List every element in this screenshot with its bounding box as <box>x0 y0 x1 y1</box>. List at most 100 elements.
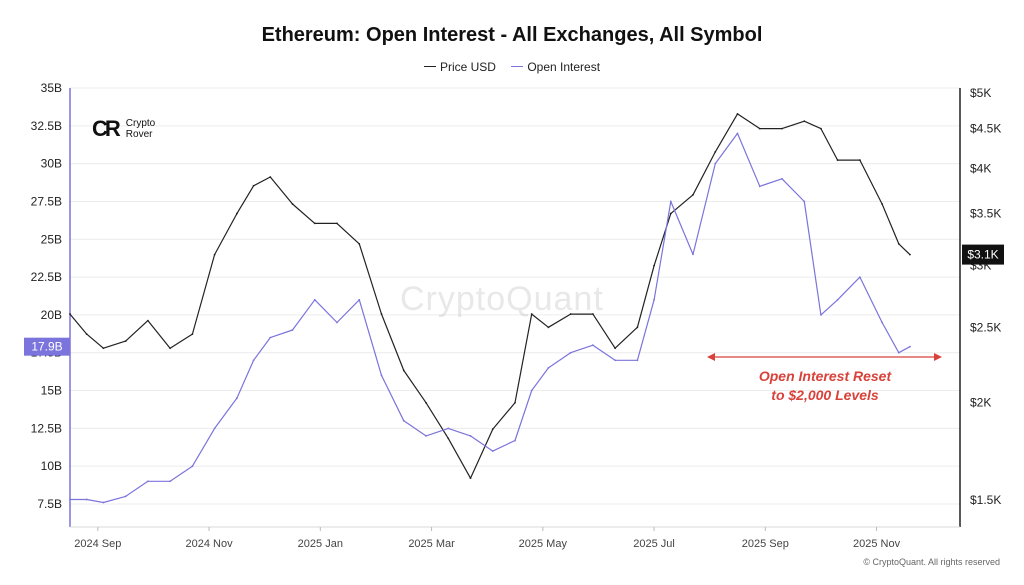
data-point-open-interest <box>669 200 672 203</box>
data-point-open-interest <box>124 495 127 498</box>
right-tick-label: $3.5K <box>970 207 1001 221</box>
data-point-price <box>124 340 127 343</box>
data-point-price <box>313 222 316 225</box>
data-point-price <box>636 326 639 329</box>
data-point-open-interest <box>758 185 761 188</box>
legend: Price USD Open Interest <box>0 56 1024 74</box>
data-point-price <box>146 319 149 322</box>
data-point-price <box>252 184 255 187</box>
data-point-open-interest <box>569 351 572 354</box>
data-point-price <box>380 313 383 315</box>
data-point-price <box>569 313 572 315</box>
legend-swatch-price <box>423 66 436 67</box>
data-point-price <box>530 313 533 315</box>
data-point-open-interest <box>425 435 427 437</box>
data-point-price <box>191 333 194 336</box>
data-point-open-interest <box>191 465 194 468</box>
data-point-open-interest <box>692 253 694 256</box>
data-point-price <box>803 120 806 123</box>
data-point-open-interest <box>803 200 806 203</box>
annotation-arrow-head-right <box>934 353 942 361</box>
data-point-open-interest <box>85 498 88 501</box>
data-point-open-interest <box>313 298 316 301</box>
data-point-price <box>897 242 900 245</box>
data-point-price <box>547 326 550 329</box>
data-point-price <box>653 264 655 267</box>
x-tick-label: 2025 Mar <box>408 538 455 550</box>
data-point-price <box>447 437 450 440</box>
data-point-open-interest <box>881 321 884 324</box>
data-point-open-interest <box>69 498 71 501</box>
data-point-price <box>235 212 238 215</box>
right-current-label: $3.1K <box>967 248 998 262</box>
data-point-open-interest <box>469 435 472 437</box>
data-point-price <box>909 253 911 256</box>
data-point-open-interest <box>781 177 783 180</box>
data-point-price <box>358 242 361 245</box>
chart-title: Ethereum: Open Interest - All Exchanges,… <box>261 24 763 46</box>
right-tick-label: $4K <box>970 161 991 175</box>
left-tick-label: 22.5B <box>31 270 62 284</box>
right-tick-label: $5K <box>970 86 991 100</box>
data-point-open-interest <box>213 427 216 430</box>
legend-label-open-interest: Open Interest <box>527 59 601 74</box>
data-point-price <box>469 477 472 480</box>
x-tick-label: 2024 Nov <box>186 538 234 550</box>
data-point-price <box>291 203 294 205</box>
series-line-open-interest <box>70 132 911 504</box>
left-tick-label: 15B <box>41 384 62 398</box>
data-point-price <box>714 151 717 153</box>
data-point-price <box>781 127 783 130</box>
data-point-price <box>169 347 172 350</box>
annotation-line-2: to $2,000 Levels <box>771 387 879 403</box>
right-tick-label: $1.5K <box>970 493 1001 507</box>
left-current-badge <box>24 337 70 356</box>
watermark: CryptoQuant <box>400 280 604 318</box>
data-point-open-interest <box>858 276 861 278</box>
right-current-badge <box>962 244 1004 265</box>
data-point-open-interest <box>146 480 149 483</box>
data-point-open-interest <box>736 132 739 135</box>
data-point-open-interest <box>530 389 533 392</box>
left-tick-label: 20B <box>41 308 62 322</box>
data-point-open-interest <box>909 345 911 348</box>
data-point-price <box>836 159 839 161</box>
data-point-open-interest <box>447 427 450 430</box>
data-point-price <box>736 113 739 115</box>
data-point-open-interest <box>653 298 655 301</box>
left-current-label: 17.9B <box>31 340 62 354</box>
data-point-price <box>425 401 427 404</box>
left-tick-label: 35B <box>41 81 62 95</box>
data-point-open-interest <box>636 359 639 362</box>
x-tick-label: 2025 Jul <box>633 538 675 550</box>
data-point-price <box>491 428 494 431</box>
annotation-arrow-head-left <box>707 353 715 361</box>
data-point-open-interest <box>897 351 900 354</box>
x-tick-label: 2025 May <box>519 538 568 550</box>
data-point-price <box>213 253 216 256</box>
legend-label-price: Price USD <box>439 59 496 74</box>
left-tick-label: 32.5B <box>31 119 62 133</box>
legend-item-open-interest[interactable]: Open Interest <box>511 60 600 74</box>
data-point-price <box>402 369 405 372</box>
data-point-price <box>336 222 338 225</box>
annotation-line-1: Open Interest Reset <box>758 368 892 384</box>
data-point-open-interest <box>614 359 617 362</box>
data-point-price <box>269 176 272 178</box>
annotation-text: Open Interest Reset to $2,000 Levels <box>700 367 950 405</box>
data-point-open-interest <box>235 397 238 400</box>
data-point-open-interest <box>169 480 172 483</box>
data-point-open-interest <box>380 374 383 377</box>
data-point-price <box>692 193 694 196</box>
left-tick-label: 27.5B <box>31 194 62 208</box>
data-point-price <box>614 347 617 350</box>
x-tick-label: 2024 Sep <box>74 538 121 550</box>
data-point-price <box>591 313 594 315</box>
data-point-open-interest <box>491 450 494 452</box>
logo: CR Crypto Rover <box>92 116 176 142</box>
data-point-price <box>858 159 861 161</box>
legend-item-price[interactable]: Price USD <box>423 59 496 74</box>
data-point-open-interest <box>102 501 105 504</box>
data-point-open-interest <box>269 336 272 339</box>
